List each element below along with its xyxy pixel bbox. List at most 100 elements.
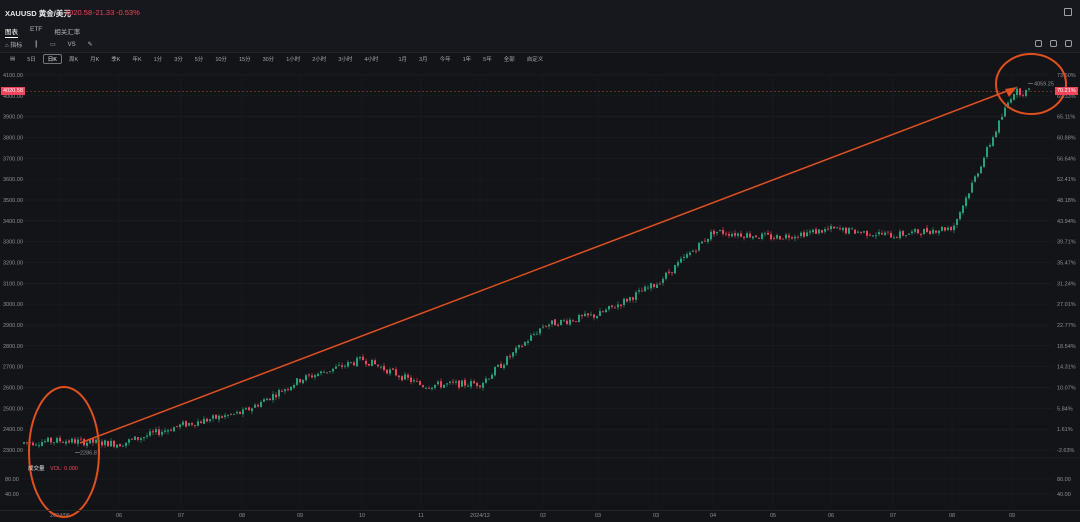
period-4h[interactable]: 4小时	[364, 57, 379, 63]
period-1m[interactable]: 1分	[153, 57, 163, 63]
period-monthly[interactable]: 月K	[90, 57, 100, 63]
range-5y[interactable]: 5年	[483, 57, 492, 63]
range-custom[interactable]: 自定义	[526, 57, 544, 63]
period-2h[interactable]: 2小时	[312, 57, 327, 63]
candle-body	[242, 409, 244, 415]
period-yearly[interactable]: 年K	[132, 57, 142, 63]
candle-body	[374, 360, 376, 365]
candle-body	[542, 326, 544, 328]
candle-body	[614, 307, 616, 309]
candle-body	[659, 283, 661, 285]
candle-body	[701, 241, 703, 244]
candle-body	[320, 371, 322, 374]
period-quarterly[interactable]: 季K	[111, 57, 121, 63]
candle-body	[908, 233, 910, 235]
candle-type-icon[interactable]: ┃	[34, 42, 38, 48]
period-3m[interactable]: 3分	[174, 57, 183, 63]
drawing-icon[interactable]: ▤	[10, 56, 16, 62]
pct-badge: 70.21%	[1055, 87, 1078, 95]
period-daily[interactable]: 日K	[42, 54, 62, 64]
range-1mo[interactable]: 1月	[398, 57, 407, 63]
price-tick-label: 3000.00	[3, 302, 23, 308]
range-1y[interactable]: 1年	[462, 57, 472, 63]
candle-body	[236, 411, 238, 414]
candle-body	[956, 219, 958, 225]
candle-body	[539, 328, 541, 334]
pct-tick-label: 35.47%	[1057, 261, 1076, 267]
candle-body	[1016, 88, 1018, 95]
settings-icon[interactable]	[1050, 40, 1057, 47]
candle-body	[158, 429, 160, 436]
candle-body	[392, 368, 394, 370]
candle-body	[170, 429, 172, 431]
tab-related-fx[interactable]: 相关汇率	[54, 29, 81, 36]
candle-body	[656, 284, 658, 288]
candle-body	[731, 233, 733, 237]
candle-body	[590, 314, 592, 316]
price-tick-label: 2800.00	[3, 344, 23, 350]
candle-body	[182, 421, 184, 425]
period-5m[interactable]: 5分	[194, 57, 204, 63]
candle-body	[362, 356, 364, 361]
period-30m[interactable]: 30分	[262, 57, 275, 63]
pencil-icon[interactable]: ✎	[87, 42, 93, 48]
pct-tick-label: 27.01%	[1057, 302, 1076, 308]
vs-button[interactable]: VS	[67, 41, 76, 48]
range-3mo[interactable]: 3月	[419, 57, 428, 63]
candle-body	[269, 398, 271, 400]
candle-body	[35, 444, 37, 446]
fullscreen-icon[interactable]	[1065, 40, 1072, 47]
candle-body	[221, 416, 223, 418]
volume-value: VOL: 0.000	[50, 466, 78, 472]
candle-body	[95, 439, 97, 443]
period-15m[interactable]: 15分	[238, 57, 251, 63]
candle-body	[818, 229, 820, 234]
tab-etf[interactable]: ETF	[30, 26, 43, 33]
pct-tick-label: 69.33%	[1057, 94, 1076, 100]
candle-body	[764, 233, 766, 235]
price-change: -21.33	[93, 8, 115, 17]
candle-body	[602, 311, 604, 313]
candle-body	[332, 368, 334, 372]
candle-body	[824, 229, 826, 232]
volume-tick-label-right: 80.00	[1057, 477, 1071, 483]
candle-body	[905, 235, 907, 237]
candle-body	[740, 233, 742, 237]
candle-body	[806, 232, 808, 237]
candle-body	[47, 437, 49, 442]
period-3h[interactable]: 3小时	[338, 57, 353, 63]
candle-body	[599, 311, 601, 317]
indicator-button[interactable]: ⌂ 指标	[5, 43, 23, 49]
candle-body	[842, 227, 844, 231]
candle-body	[536, 333, 538, 335]
candle-body	[668, 271, 670, 273]
camera-icon[interactable]	[1035, 40, 1042, 47]
candle-body	[554, 319, 556, 326]
period-5d[interactable]: 5日	[27, 57, 36, 63]
price-tick-label: 3500.00	[3, 198, 23, 204]
candle-body	[563, 320, 565, 322]
candle-body	[947, 227, 949, 231]
candle-body	[200, 421, 202, 424]
candle-body	[689, 252, 691, 255]
range-ytd[interactable]: 今年	[439, 57, 451, 63]
window-icon[interactable]	[1064, 8, 1072, 16]
tab-chart[interactable]: 图表	[5, 26, 18, 38]
candle-body	[251, 408, 253, 412]
price-tick-label: 2600.00	[3, 386, 23, 392]
price-tick-label: 3100.00	[3, 281, 23, 287]
chart-toolbar: ⌂ 指标 ┃ ▭ VS ✎	[5, 40, 93, 50]
period-weekly[interactable]: 周K	[68, 57, 79, 63]
rectangle-icon[interactable]: ▭	[49, 42, 56, 48]
range-all[interactable]: 全部	[503, 57, 515, 63]
candle-body	[761, 233, 763, 239]
candle-body	[419, 381, 421, 385]
period-1h[interactable]: 1小时	[286, 57, 301, 63]
candle-body	[674, 265, 676, 274]
candle-body	[704, 240, 706, 242]
candle-body	[230, 413, 232, 415]
period-10m[interactable]: 10分	[215, 57, 227, 63]
candle-body	[839, 228, 841, 230]
pct-tick-label: 10.07%	[1057, 386, 1076, 392]
